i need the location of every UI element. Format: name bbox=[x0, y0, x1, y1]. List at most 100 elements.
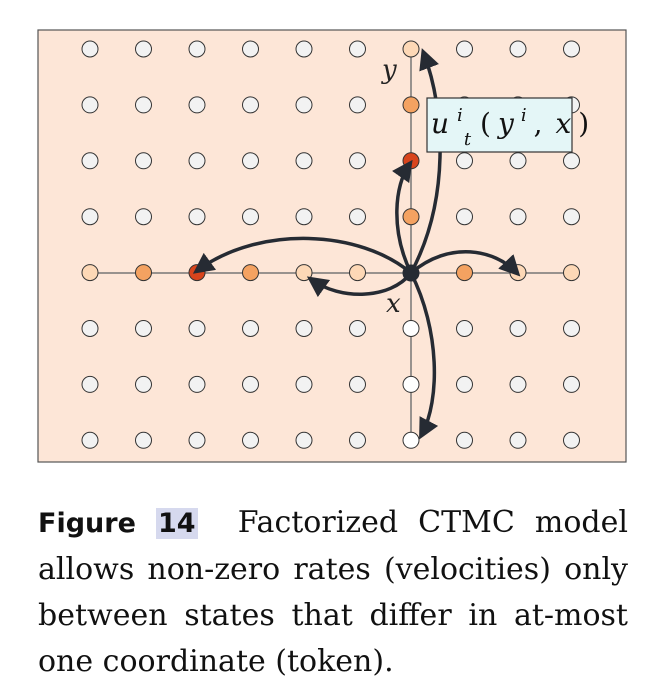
state-node bbox=[402, 152, 420, 170]
state-node bbox=[349, 96, 366, 114]
state-node bbox=[135, 264, 152, 282]
state-node bbox=[295, 320, 313, 337]
arrow-to-far-left bbox=[192, 236, 413, 275]
rate-label: u i t ( y i , x ) bbox=[426, 97, 589, 153]
state-node bbox=[456, 320, 473, 337]
state-node bbox=[135, 40, 152, 58]
figure-caption: Figure 14 Factorized CTMC model allows n… bbox=[38, 500, 628, 685]
state-node bbox=[295, 431, 313, 449]
state-node bbox=[563, 375, 580, 393]
state-node bbox=[135, 375, 152, 393]
state-node bbox=[242, 208, 259, 226]
state-node bbox=[456, 375, 473, 393]
rate-var-x: x bbox=[555, 107, 571, 140]
state-node bbox=[295, 96, 313, 114]
state-node bbox=[349, 208, 366, 226]
state-node bbox=[563, 431, 580, 449]
arrow-to-upper bbox=[391, 159, 413, 274]
state-node bbox=[563, 152, 580, 170]
rate-paren-close: ) bbox=[578, 107, 589, 140]
state-node bbox=[81, 40, 99, 58]
state-node bbox=[188, 375, 206, 393]
state-node bbox=[81, 431, 99, 449]
state-node bbox=[563, 320, 580, 337]
state-node bbox=[349, 375, 366, 393]
state-node bbox=[81, 375, 99, 393]
state-node bbox=[81, 320, 99, 337]
rate-paren-open: ( bbox=[480, 107, 491, 140]
state-node bbox=[349, 431, 366, 449]
state-node bbox=[188, 208, 206, 226]
state-node bbox=[456, 264, 473, 282]
state-node bbox=[349, 320, 366, 337]
state-node bbox=[402, 208, 420, 226]
state-node bbox=[509, 152, 527, 170]
state-node bbox=[509, 40, 527, 58]
state-node bbox=[295, 152, 313, 170]
state-node bbox=[509, 375, 527, 393]
state-node bbox=[81, 96, 99, 114]
diagram-panel bbox=[37, 29, 627, 463]
transition-arrows bbox=[192, 48, 521, 440]
state-node bbox=[188, 40, 206, 58]
svg-text:u i t (: u i t ( y i , x ) bbox=[431, 97, 589, 152]
state-node bbox=[402, 96, 420, 114]
state-node bbox=[563, 208, 580, 226]
rate-subscript-t: t bbox=[464, 129, 472, 150]
arrow-to-bottom bbox=[409, 272, 439, 440]
state-node bbox=[349, 40, 366, 58]
state-node bbox=[135, 96, 152, 114]
state-node bbox=[295, 264, 313, 282]
figure-label: Figure bbox=[38, 508, 136, 539]
state-node bbox=[456, 152, 473, 170]
state-node bbox=[563, 40, 580, 58]
state-node bbox=[402, 320, 420, 337]
state-grid bbox=[81, 40, 580, 449]
rate-superscript-i: i bbox=[457, 105, 463, 126]
state-node bbox=[135, 152, 152, 170]
state-node bbox=[509, 208, 527, 226]
arrow-to-left bbox=[306, 271, 413, 298]
figure-number: 14 bbox=[155, 508, 198, 539]
state-node bbox=[295, 375, 313, 393]
state-node bbox=[509, 431, 527, 449]
state-node bbox=[188, 96, 206, 114]
arrow-to-top bbox=[409, 48, 442, 274]
state-node bbox=[188, 320, 206, 337]
state-node bbox=[81, 152, 99, 170]
rate-symbol-u: u bbox=[431, 107, 449, 140]
state-node bbox=[295, 40, 313, 58]
state-node bbox=[509, 320, 527, 337]
state-node bbox=[242, 264, 259, 282]
current-state-node bbox=[402, 264, 420, 282]
label-y: y bbox=[381, 55, 397, 85]
rate-var-y: y bbox=[496, 107, 515, 140]
rate-label-box bbox=[426, 97, 573, 153]
label-x: x bbox=[386, 289, 401, 319]
state-node bbox=[188, 431, 206, 449]
state-node bbox=[456, 40, 473, 58]
caption-text: Factorized CTMC model allows non-zero ra… bbox=[38, 505, 628, 679]
state-node bbox=[135, 431, 152, 449]
rate-var-superscript-i: i bbox=[521, 105, 527, 126]
state-node bbox=[349, 152, 366, 170]
state-node bbox=[135, 208, 152, 226]
state-node bbox=[188, 152, 206, 170]
state-node bbox=[402, 431, 420, 449]
ctmc-diagram: x y u i t ( y i , x ) bbox=[37, 29, 627, 463]
state-node bbox=[563, 264, 580, 282]
arrow-to-right bbox=[409, 250, 521, 277]
state-node bbox=[349, 264, 366, 282]
state-node bbox=[242, 320, 259, 337]
state-node bbox=[242, 375, 259, 393]
rate-comma: , bbox=[534, 107, 543, 140]
state-node bbox=[242, 431, 259, 449]
state-node bbox=[456, 431, 473, 449]
state-node bbox=[242, 152, 259, 170]
state-node bbox=[81, 264, 99, 282]
state-node bbox=[402, 40, 420, 58]
state-node bbox=[456, 208, 473, 226]
state-node bbox=[295, 208, 313, 226]
state-node bbox=[242, 96, 259, 114]
state-node bbox=[81, 208, 99, 226]
